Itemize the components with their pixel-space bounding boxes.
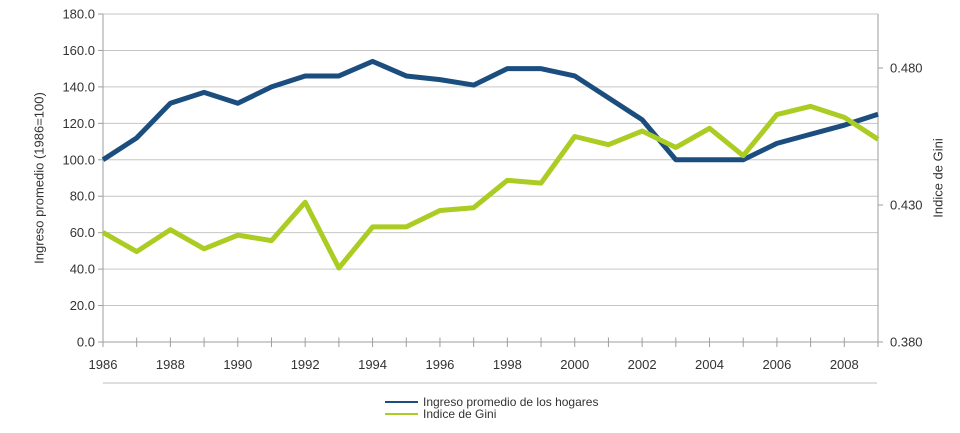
left-axis-tick-label: 100.0: [62, 152, 95, 167]
x-axis-tick-label: 1988: [156, 357, 185, 372]
left-axis-tick-label: 180.0: [62, 7, 95, 22]
legend-label-gini: Indice de Gini: [423, 407, 497, 421]
left-axis-tick-label: 0.0: [77, 335, 95, 350]
chart-legend: Ingreso promedio de los hogares Indice d…: [385, 396, 598, 420]
left-axis-tick-label: 20.0: [70, 298, 95, 313]
x-axis-tick-label: 1996: [425, 357, 454, 372]
x-axis-tick-label: 1986: [89, 357, 118, 372]
x-axis-tick-label: 2002: [628, 357, 657, 372]
legend-line-swatch-ingreso: [385, 401, 418, 403]
x-axis-tick-label: 1992: [291, 357, 320, 372]
x-axis-tick-label: 2004: [695, 357, 724, 372]
left-axis-tick-label: 80.0: [70, 189, 95, 204]
left-axis-tick-label: 40.0: [70, 262, 95, 277]
left-axis-tick-label: 140.0: [62, 79, 95, 94]
right-axis-title: Indice de Gini: [930, 138, 946, 218]
x-axis-tick-label: 1998: [493, 357, 522, 372]
legend-label-ingreso: Ingreso promedio de los hogares: [423, 395, 599, 409]
x-axis-tick-label: 1994: [358, 357, 387, 372]
left-axis-title: Ingreso promedio (1986=100): [31, 92, 47, 264]
legend-item-gini: Indice de Gini: [385, 408, 598, 420]
series-line-ingreso-promedio: [101, 58, 879, 163]
left-axis-tick-label: 120.0: [62, 116, 95, 131]
right-axis-tick-label: 0.430: [890, 198, 923, 213]
left-axis-tick-label: 160.0: [62, 43, 95, 58]
left-axis-tick-label: 60.0: [70, 225, 95, 240]
x-axis-tick-label: 2008: [830, 357, 859, 372]
x-axis-tick-label: 2006: [762, 357, 791, 372]
x-axis-tick-label: 1990: [223, 357, 252, 372]
right-axis-tick-label: 0.380: [890, 335, 923, 350]
x-axis-tick-label: 2000: [560, 357, 589, 372]
series-line-indice-de-gini: [101, 103, 880, 271]
legend-item-ingreso: Ingreso promedio de los hogares: [385, 396, 598, 408]
legend-line-swatch-gini: [385, 413, 418, 415]
right-axis-tick-label: 0.480: [890, 61, 923, 76]
